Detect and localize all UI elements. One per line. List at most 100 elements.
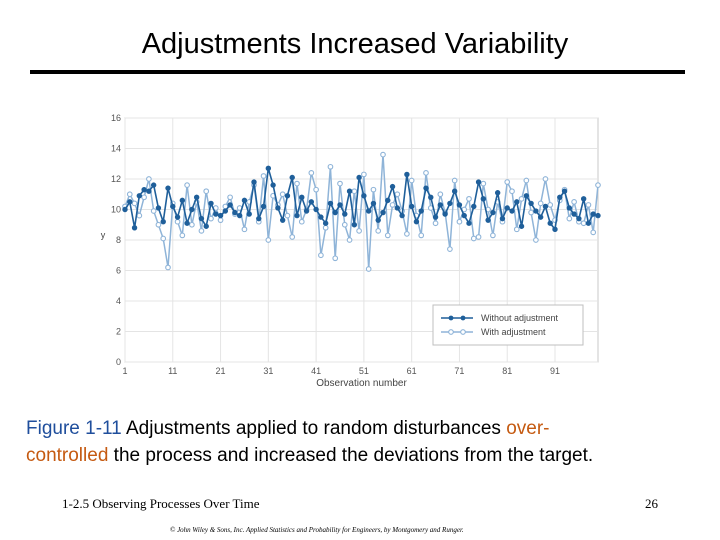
point-without-adjustment <box>299 194 305 201</box>
caption-text-part1: Adjustments applied to random disturbanc… <box>121 418 507 439</box>
point-with-adjustment <box>198 227 205 234</box>
point-with-adjustment <box>447 246 453 252</box>
x-tick-label: 91 <box>550 366 560 376</box>
point-without-adjustment <box>571 211 577 217</box>
point-with-adjustment <box>389 202 396 208</box>
point-with-adjustment <box>365 266 372 272</box>
caption-over: over- <box>506 418 550 439</box>
point-with-adjustment <box>437 191 444 198</box>
point-with-adjustment <box>351 188 358 195</box>
point-without-adjustment <box>122 206 128 213</box>
point-without-adjustment <box>198 215 205 222</box>
point-without-adjustment <box>542 203 549 210</box>
point-without-adjustment <box>370 200 377 207</box>
point-without-adjustment <box>136 193 143 199</box>
point-with-adjustment <box>322 224 329 231</box>
point-without-adjustment <box>265 165 272 172</box>
point-without-adjustment <box>141 186 147 193</box>
point-without-adjustment <box>260 203 267 210</box>
point-without-adjustment <box>193 194 200 201</box>
point-without-adjustment <box>518 223 525 229</box>
point-without-adjustment <box>437 202 444 208</box>
point-with-adjustment <box>141 194 147 201</box>
point-with-adjustment <box>241 226 248 233</box>
point-with-adjustment <box>423 170 429 176</box>
point-without-adjustment <box>389 183 396 190</box>
legend-marker <box>460 315 466 321</box>
point-without-adjustment <box>585 220 592 226</box>
point-with-adjustment <box>337 180 343 187</box>
point-without-adjustment <box>127 199 133 205</box>
point-with-adjustment <box>179 232 186 239</box>
point-with-adjustment <box>313 186 319 193</box>
point-with-adjustment <box>284 212 291 219</box>
point-with-adjustment <box>518 195 525 202</box>
point-without-adjustment <box>342 211 348 217</box>
point-with-adjustment <box>547 202 554 208</box>
point-without-adjustment <box>432 214 439 220</box>
point-without-adjustment <box>232 209 238 216</box>
y-axis-label: y <box>101 230 106 240</box>
point-without-adjustment <box>251 179 257 185</box>
point-without-adjustment <box>552 226 558 233</box>
x-tick-label: 11 <box>168 366 177 376</box>
point-without-adjustment <box>590 211 596 217</box>
point-without-adjustment <box>537 214 544 220</box>
point-with-adjustment <box>131 200 138 207</box>
legend-label: Without adjustment <box>481 313 559 323</box>
point-without-adjustment <box>485 217 491 223</box>
point-without-adjustment <box>150 182 157 188</box>
point-without-adjustment <box>256 215 262 222</box>
point-with-adjustment <box>318 252 324 259</box>
point-with-adjustment <box>490 232 496 239</box>
point-with-adjustment <box>380 151 386 158</box>
point-with-adjustment <box>361 171 367 178</box>
point-without-adjustment <box>327 200 334 207</box>
y-tick-label: 6 <box>116 266 121 276</box>
point-without-adjustment <box>184 220 190 226</box>
point-with-adjustment <box>227 194 233 201</box>
point-with-adjustment <box>150 208 157 214</box>
point-without-adjustment <box>408 203 415 210</box>
point-without-adjustment <box>471 203 477 210</box>
point-with-adjustment <box>595 182 601 188</box>
point-without-adjustment <box>213 211 219 217</box>
point-without-adjustment <box>365 208 372 214</box>
x-tick-label: 51 <box>359 366 369 376</box>
point-with-adjustment <box>523 177 530 184</box>
point-without-adjustment <box>528 200 534 207</box>
legend-box <box>432 304 584 346</box>
point-without-adjustment <box>533 208 539 214</box>
point-without-adjustment <box>451 188 458 194</box>
point-without-adjustment <box>174 214 181 220</box>
point-with-adjustment <box>470 235 477 242</box>
legend-marker <box>448 315 454 321</box>
point-with-adjustment <box>165 264 171 271</box>
y-tick-label: 8 <box>116 235 121 245</box>
series-line-without-adjustment <box>124 168 599 232</box>
point-without-adjustment <box>289 174 295 181</box>
point-with-adjustment <box>566 215 573 222</box>
point-without-adjustment <box>241 197 248 204</box>
point-with-adjustment <box>356 227 362 234</box>
point-without-adjustment <box>275 205 281 211</box>
point-without-adjustment <box>294 212 300 219</box>
point-with-adjustment <box>294 180 300 187</box>
point-without-adjustment <box>308 199 315 205</box>
point-with-adjustment <box>155 221 162 228</box>
point-with-adjustment <box>394 191 401 198</box>
point-without-adjustment <box>146 188 152 194</box>
point-without-adjustment <box>227 202 233 208</box>
point-without-adjustment <box>217 212 224 219</box>
legend-marker <box>460 329 466 335</box>
point-without-adjustment <box>322 220 329 226</box>
point-without-adjustment <box>509 208 515 214</box>
point-without-adjustment <box>442 211 448 217</box>
point-without-adjustment <box>337 202 343 208</box>
y-tick-label: 14 <box>111 144 121 154</box>
y-tick-label: 10 <box>111 205 121 215</box>
caption-figure-label: Figure 1-11 <box>26 418 122 439</box>
point-with-adjustment <box>189 221 195 228</box>
point-without-adjustment <box>456 202 463 208</box>
